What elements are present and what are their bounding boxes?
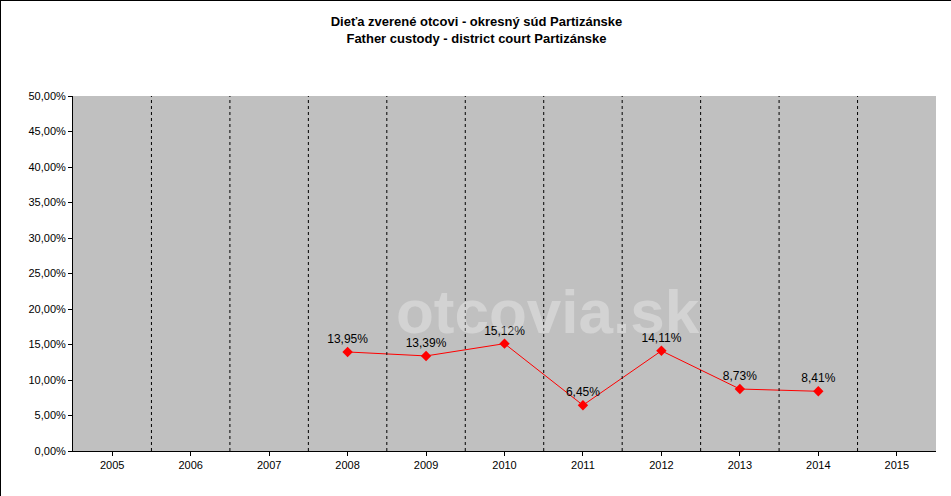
svg-text:13,39%: 13,39% bbox=[406, 336, 447, 350]
svg-text:45,00%: 45,00% bbox=[28, 125, 66, 137]
svg-text:2007: 2007 bbox=[257, 459, 281, 471]
svg-text:2005: 2005 bbox=[100, 459, 124, 471]
svg-text:5,00%: 5,00% bbox=[35, 409, 66, 421]
svg-text:8,41%: 8,41% bbox=[801, 371, 835, 385]
svg-text:2008: 2008 bbox=[335, 459, 359, 471]
svg-text:0,00%: 0,00% bbox=[35, 445, 66, 457]
svg-text:25,00%: 25,00% bbox=[28, 267, 66, 279]
svg-text:15,00%: 15,00% bbox=[28, 338, 66, 350]
svg-text:40,00%: 40,00% bbox=[28, 161, 66, 173]
svg-text:20,00%: 20,00% bbox=[28, 303, 66, 315]
svg-text:2011: 2011 bbox=[571, 459, 595, 471]
svg-text:2006: 2006 bbox=[178, 459, 202, 471]
svg-text:50,00%: 50,00% bbox=[28, 90, 66, 102]
svg-text:2010: 2010 bbox=[492, 459, 516, 471]
svg-text:Dieťa zverené otcovi - okresný: Dieťa zverené otcovi - okresný súd Parti… bbox=[331, 14, 623, 46]
svg-text:8,73%: 8,73% bbox=[723, 369, 757, 383]
svg-text:2009: 2009 bbox=[414, 459, 438, 471]
svg-text:2014: 2014 bbox=[806, 459, 830, 471]
svg-text:2012: 2012 bbox=[649, 459, 673, 471]
svg-text:15,12%: 15,12% bbox=[484, 324, 525, 338]
svg-text:2015: 2015 bbox=[885, 459, 909, 471]
svg-text:10,00%: 10,00% bbox=[28, 374, 66, 386]
svg-text:6,45%: 6,45% bbox=[566, 385, 600, 399]
svg-text:35,00%: 35,00% bbox=[28, 196, 66, 208]
svg-text:otcovia.sk: otcovia.sk bbox=[396, 277, 700, 346]
svg-text:13,95%: 13,95% bbox=[327, 332, 368, 346]
svg-text:2013: 2013 bbox=[728, 459, 752, 471]
svg-text:30,00%: 30,00% bbox=[28, 232, 66, 244]
svg-text:14,11%: 14,11% bbox=[642, 331, 682, 345]
